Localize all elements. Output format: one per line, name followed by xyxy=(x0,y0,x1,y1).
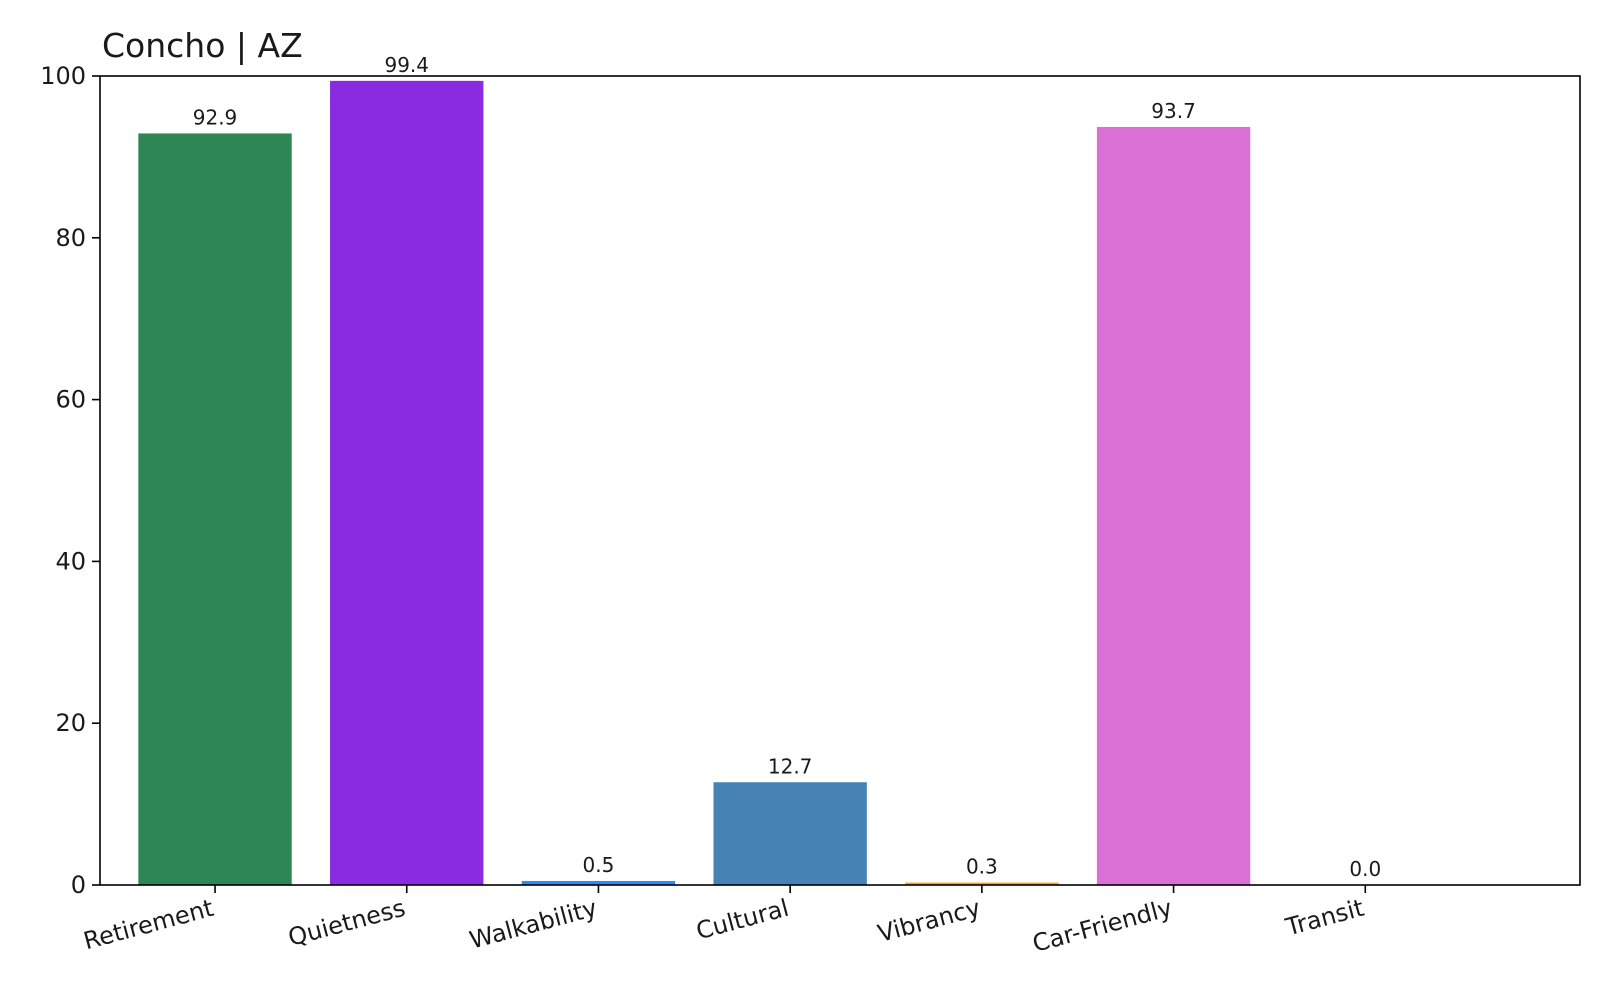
data-label-transit: 0.0 xyxy=(1349,857,1381,881)
data-label-quietness: 99.4 xyxy=(384,53,429,77)
bar-walkability xyxy=(521,880,676,885)
x-tick-label-retirement: Retirement xyxy=(81,894,217,956)
x-tick-label-walkability: Walkability xyxy=(467,894,600,955)
y-axis: 0 20 40 60 80 100 xyxy=(40,62,100,899)
y-tick-label: 20 xyxy=(55,709,86,737)
y-tick-label: 0 xyxy=(71,871,86,899)
chart-title: Concho | AZ xyxy=(102,26,303,65)
x-tick-label-quietness: Quietness xyxy=(285,894,408,952)
data-labels-group: 92.9 99.4 0.5 12.7 0.3 93.7 0.0 xyxy=(193,53,1381,881)
y-tick-label: 40 xyxy=(55,547,86,575)
y-tick-label: 60 xyxy=(55,386,86,414)
x-tick-label-transit: Transit xyxy=(1282,894,1367,942)
y-tick-label: 100 xyxy=(40,62,86,90)
bars-group xyxy=(138,80,1251,886)
bar-cultural xyxy=(713,782,867,885)
x-tick-label-vibrancy: Vibrancy xyxy=(875,894,984,948)
x-tick-label-cultural: Cultural xyxy=(693,894,792,946)
x-axis: Retirement Quietness Walkability Cultural Vi… xyxy=(81,885,1367,958)
data-label-cultural: 12.7 xyxy=(768,754,813,778)
data-label-vibrancy: 0.3 xyxy=(966,855,998,879)
data-label-car-friendly: 93.7 xyxy=(1151,99,1196,123)
data-label-retirement: 92.9 xyxy=(193,105,238,129)
bar-vibrancy xyxy=(905,882,1059,885)
x-tick-label-car-friendly: Car-Friendly xyxy=(1030,894,1176,958)
data-label-walkability: 0.5 xyxy=(583,853,615,877)
bar-car-friendly xyxy=(1096,126,1251,886)
bar-retirement xyxy=(138,133,292,886)
bar-quietness xyxy=(330,80,484,885)
plot-frame xyxy=(99,75,1581,886)
y-tick-label: 80 xyxy=(55,224,86,252)
